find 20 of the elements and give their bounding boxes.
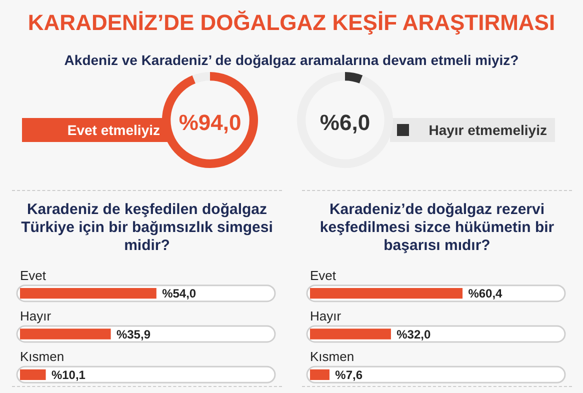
data-label: %10,1 xyxy=(51,368,86,382)
chart-title: KARADENİZ’DE DOĞALGAZ KEŞİF ARAŞTIRMASI xyxy=(26,10,556,36)
y-tick-label: Evet xyxy=(20,268,46,283)
data-label: %32,0 xyxy=(396,327,431,342)
legend-label: Hayır etmemeliyiz xyxy=(390,118,555,142)
data-label: %35,9 xyxy=(116,327,151,342)
data-label: %60,4 xyxy=(468,286,503,301)
slice-label: Evet etmeliyiz xyxy=(22,118,168,142)
chart-title: Karadeniz’de doğalgaz rezervi keşfedilmesi sizce hükümetin bir başarısı mıdır? xyxy=(318,201,556,255)
y-tick-label: Hayır xyxy=(20,308,52,324)
data-label: %54,0 xyxy=(162,286,196,301)
text: Akdeniz ve Karadeniz’ de doğalgaz aramalarına devam etmeli miyiz? xyxy=(63,52,520,68)
y-tick-label: Hayır xyxy=(310,308,342,324)
data-label: %94,0 xyxy=(178,110,242,136)
y-tick-label: Kısmen xyxy=(20,349,64,364)
data-label: %7,6 xyxy=(335,368,363,382)
data-label: %6,0 xyxy=(320,110,370,136)
chart-title: Karadeniz de keşfedilen doğalgaz Türkiye için bir bağımsızlık simgesi midir? xyxy=(20,201,274,255)
y-tick-label: Kısmen xyxy=(310,349,354,364)
y-tick-label: Evet xyxy=(310,268,336,283)
